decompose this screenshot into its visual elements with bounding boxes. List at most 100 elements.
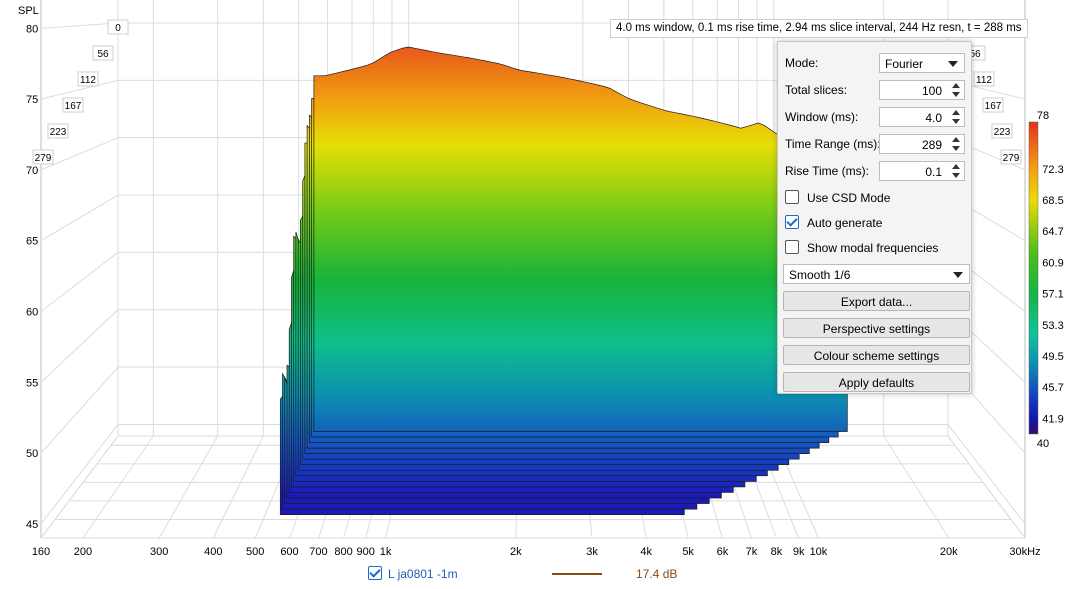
x-tick-label: 2k [510,546,522,558]
time-tick-label-right: 279 [1000,149,1022,165]
time-tick-label-left: 223 [47,123,69,139]
spinner-arrows-icon[interactable] [951,137,961,151]
left-wall-gridline [40,424,119,525]
colour-scale-tick-label: 53.3 [1042,320,1063,332]
apply-defaults-button[interactable]: Apply defaults [783,372,970,392]
x-tick-label: 5k [682,546,694,558]
total-slices-spinner[interactable]: 100 [879,80,965,100]
x-tick-label: 7k [746,546,758,558]
left-wall-gridline [40,309,119,383]
use-csd-checkbox[interactable]: Use CSD Mode [785,188,890,208]
y-tick-label: 75 [26,94,38,106]
svg-text:112: 112 [80,75,96,86]
y-tick-label: 60 [26,306,38,318]
colour-scale-tick-label: 49.5 [1042,351,1063,363]
smoothing-dropdown[interactable]: Smooth 1/6 [783,264,970,284]
time-range-spinner[interactable]: 289 [879,134,965,154]
left-wall-gridline [40,194,119,242]
legend-entry[interactable]: L ja0801 -1m [368,566,458,582]
spinner-arrows-icon[interactable] [951,110,961,124]
x-tick-label: 400 [204,546,222,558]
x-tick-label: 30kHz [1009,546,1040,558]
mode-dropdown[interactable]: Fourier [879,53,965,73]
rise-time-spinner[interactable]: 0.1 [879,161,965,181]
x-tick-label: 200 [74,546,92,558]
y-tick-label: 80 [26,23,38,35]
show-modal-checkbox[interactable]: Show modal frequencies [785,238,938,258]
floor-freq-gridline [212,435,264,539]
perspective-settings-button[interactable]: Perspective settings [783,318,970,338]
left-wall-gridline [40,137,119,171]
y-tick-label: 70 [26,165,38,177]
x-tick-label: 300 [150,546,168,558]
rise-time-value: 0.1 [925,165,942,179]
waterfall-slice [313,46,848,432]
x-tick-label: 8k [771,546,783,558]
auto-generate-checkbox[interactable]: Auto generate [785,213,882,233]
smoothing-value: Smooth 1/6 [789,268,851,282]
window-spinner[interactable]: 4.0 [879,107,965,127]
use-csd-label: Use CSD Mode [807,191,891,205]
legend-offset-value: 17.4 dB [636,567,678,581]
export-data-button[interactable]: Export data... [783,291,970,311]
time-tick-label-left: 167 [62,97,84,113]
time-tick-label-left: 0 [107,19,129,35]
colour-scale-tick-label: 64.7 [1042,226,1063,238]
auto-generate-label: Auto generate [807,216,883,230]
colour-scale-tick-label: 41.9 [1042,413,1063,425]
colour-scale-tick-label: 40 [1037,438,1049,450]
info-readout: 4.0 ms window, 0.1 ms rise time, 2.94 ms… [610,19,1028,38]
left-wall-gridline [40,252,119,312]
x-tick-label: 600 [280,546,298,558]
time-tick-label-right: 167 [982,97,1004,113]
time-tick-label-right: 112 [973,71,995,87]
legend-series-name: L ja0801 -1m [388,567,458,581]
x-tick-label: 900 [357,546,375,558]
floor-freq-gridline [158,435,219,539]
x-tick-label: 9k [793,546,805,558]
x-tick-label: 800 [334,546,352,558]
checkbox-icon[interactable] [785,215,799,229]
waterfall-controls-panel: Mode: Fourier Total slices: 100 Window (… [777,41,972,394]
colour-scale-tick-label: 60.9 [1042,257,1063,269]
checkbox-icon[interactable] [785,190,799,204]
colour-scale-tick-label: 57.1 [1042,289,1063,301]
y-tick-label: 65 [26,236,38,248]
spinner-arrows-icon[interactable] [951,164,961,178]
legend-line-swatch [552,573,602,575]
floor-freq-gridline [82,435,154,539]
colour-scale-tick-label: 68.5 [1042,195,1063,207]
rise-time-label: Rise Time (ms): [785,164,869,178]
total-slices-label: Total slices: [785,83,848,97]
svg-text:112: 112 [976,75,992,86]
x-tick-label: 20k [940,546,958,558]
x-tick-label: 10k [810,546,828,558]
spinner-arrows-icon[interactable] [951,83,961,97]
colour-scale-bar [1028,121,1039,435]
legend-checkbox[interactable] [368,566,382,580]
show-modal-label: Show modal frequencies [807,241,939,255]
svg-text:56: 56 [969,49,981,60]
time-tick-label-right: 223 [991,123,1013,139]
y-tick-label: 50 [26,448,38,460]
svg-text:223: 223 [994,127,1011,138]
floor-freq-gridline [947,435,1026,539]
svg-text:279: 279 [35,153,52,164]
mode-label: Mode: [785,56,819,70]
colour-scheme-settings-button[interactable]: Colour scheme settings [783,345,970,365]
left-wall-gridline [40,366,119,454]
y-tick-label: 55 [26,377,38,389]
time-tick-label-left: 112 [77,71,99,87]
colour-scale-tick-label: 72.3 [1042,164,1063,176]
svg-text:167: 167 [65,101,82,112]
floor-freq-gridline [40,435,119,539]
svg-text:223: 223 [50,127,67,138]
checkbox-icon[interactable] [785,240,799,254]
x-tick-label: 500 [246,546,264,558]
svg-text:279: 279 [1003,153,1020,164]
x-tick-label: 3k [586,546,598,558]
colour-scale-tick-label: 78 [1037,110,1049,122]
window-label: Window (ms): [785,110,859,124]
time-range-label: Time Range (ms): [785,137,881,151]
